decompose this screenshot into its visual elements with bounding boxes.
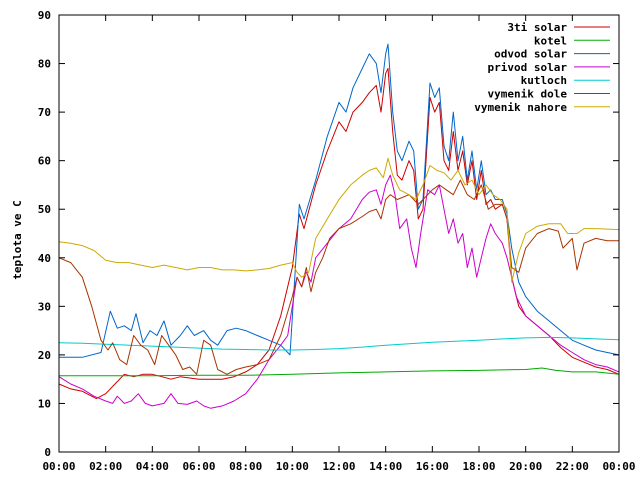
- x-tick-label: 12:00: [322, 460, 355, 473]
- series-line-6: [58, 157, 620, 283]
- legend-label-3: privod solar: [488, 61, 568, 74]
- legend-label-4: kutloch: [521, 74, 567, 87]
- series-line-1: [59, 367, 620, 377]
- y-axis-label: teplota ve C: [11, 200, 24, 279]
- y-tick-label: 40: [38, 252, 51, 265]
- x-tick-label: 16:00: [416, 460, 449, 473]
- legend-label-0: 3ti solar: [507, 21, 567, 34]
- axis-layer: 0 10 20 30 40 50 60 70 80 90 00:00 02:00 04:00 06:00 0…: [38, 9, 636, 473]
- y-tick-label: 50: [38, 203, 51, 216]
- legend-label-1: kotel: [534, 34, 567, 47]
- series-line-2: [59, 43, 620, 358]
- y-tick-label: 60: [38, 155, 51, 168]
- x-tick-label: 14:00: [369, 460, 402, 473]
- legend-label-2: odvod solar: [494, 48, 567, 61]
- x-tick-label: 18:00: [462, 460, 495, 473]
- series-layer: [58, 43, 620, 409]
- y-tick-label: 30: [38, 300, 51, 313]
- x-tick-label: 22:00: [556, 460, 589, 473]
- x-tick-label: 02:00: [89, 460, 122, 473]
- series-line-5: [58, 179, 619, 375]
- y-tick-label: 10: [38, 397, 51, 410]
- series-line-3: [58, 174, 620, 409]
- x-tick-label: 20:00: [509, 460, 542, 473]
- y-tick-label: 20: [38, 349, 51, 362]
- series-line-4: [58, 336, 620, 351]
- x-tick-label: 04:00: [136, 460, 169, 473]
- x-tick-label: 00:00: [42, 460, 75, 473]
- y-tick-label: 80: [38, 58, 51, 71]
- legend-label-5: vymenik dole: [488, 88, 568, 101]
- legend-label-6: vymenik nahore: [474, 101, 567, 114]
- x-tick-label: 08:00: [229, 460, 262, 473]
- x-tick-label: 10:00: [276, 460, 309, 473]
- y-tick-label: 70: [38, 106, 51, 119]
- y-tick-label: 0: [44, 446, 51, 459]
- x-tick-label: 06:00: [182, 460, 215, 473]
- y-tick-label: 90: [38, 9, 51, 22]
- x-tick-label: 00:00: [602, 460, 635, 473]
